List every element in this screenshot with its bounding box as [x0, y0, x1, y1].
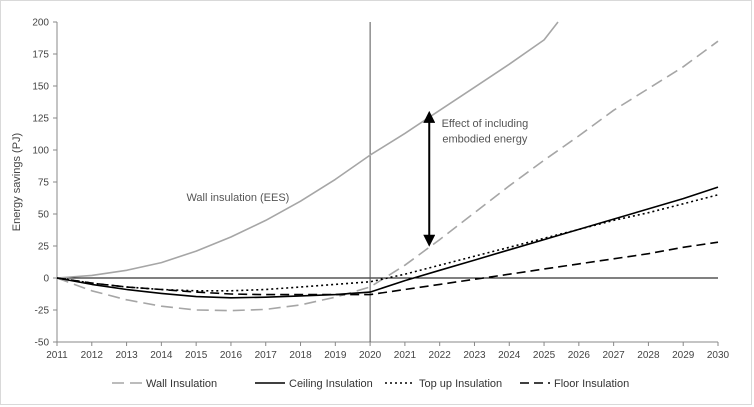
x-tick-label: 2012	[81, 350, 104, 361]
tick-labels: -50 -25 0 25 50 75 100 125 150 175 200 2011 2012 2013…	[11, 18, 730, 362]
axes	[56, 22, 718, 343]
y-tick-label: -25	[35, 306, 50, 317]
x-tick-label: 2019	[324, 350, 347, 361]
legend-label-2: Top up Insulation	[419, 378, 502, 390]
x-tick-label: 2023	[463, 350, 486, 361]
y-tick-label: 25	[38, 242, 50, 253]
y-tick-label: 175	[32, 50, 49, 61]
x-tick-label: 2011	[46, 350, 68, 361]
series-line-2	[56, 186, 719, 299]
y-tick-label: 125	[32, 114, 49, 125]
x-tick-label: 2030	[707, 350, 730, 361]
series-layer	[56, 21, 719, 312]
annotation-label-2: embodied energy	[442, 133, 528, 145]
x-tick-label: 2018	[289, 350, 312, 361]
x-tick-label: 2024	[498, 350, 521, 361]
legend: Wall Insulation Ceiling Insulation Top up …	[112, 378, 629, 390]
y-tick-label: 50	[38, 210, 50, 221]
annotations: Wall insulation (EES) Effect of including…	[186, 110, 529, 247]
y-tick-label: 150	[32, 82, 49, 93]
x-tick-label: 2028	[637, 350, 660, 361]
x-tick-label: 2027	[603, 350, 626, 361]
y-axis-title: Energy savings (PJ)	[11, 133, 23, 231]
annotation-label-0: Wall insulation (EES)	[186, 192, 289, 204]
legend-label-1: Ceiling Insulation	[289, 378, 373, 390]
series-line-1	[56, 40, 719, 312]
x-tick-label: 2013	[115, 350, 138, 361]
legend-label-3: Floor Insulation	[554, 378, 629, 390]
series-line-3	[56, 194, 719, 292]
x-tick-label: 2015	[185, 350, 208, 361]
x-tick-label: 2017	[255, 350, 278, 361]
y-tick-label: 75	[38, 178, 50, 189]
annotation-label-1: Effect of including	[442, 118, 529, 130]
x-tick-label: 2025	[533, 350, 556, 361]
x-tick-label: 2026	[568, 350, 591, 361]
x-tick-label: 2020	[359, 350, 382, 361]
y-tick-label: 0	[43, 274, 49, 285]
y-tick-label: -50	[35, 338, 50, 349]
x-tick-label: 2014	[150, 350, 173, 361]
series-line-0	[56, 21, 559, 279]
y-tick-label: 100	[32, 146, 49, 157]
y-tick-label: 200	[32, 18, 49, 29]
series-line-4	[56, 241, 719, 296]
x-tick-label: 2029	[672, 350, 695, 361]
x-tick-label: 2016	[220, 350, 243, 361]
x-tick-label: 2021	[394, 350, 417, 361]
legend-label-0: Wall Insulation	[146, 378, 217, 390]
x-tick-label: 2022	[429, 350, 452, 361]
